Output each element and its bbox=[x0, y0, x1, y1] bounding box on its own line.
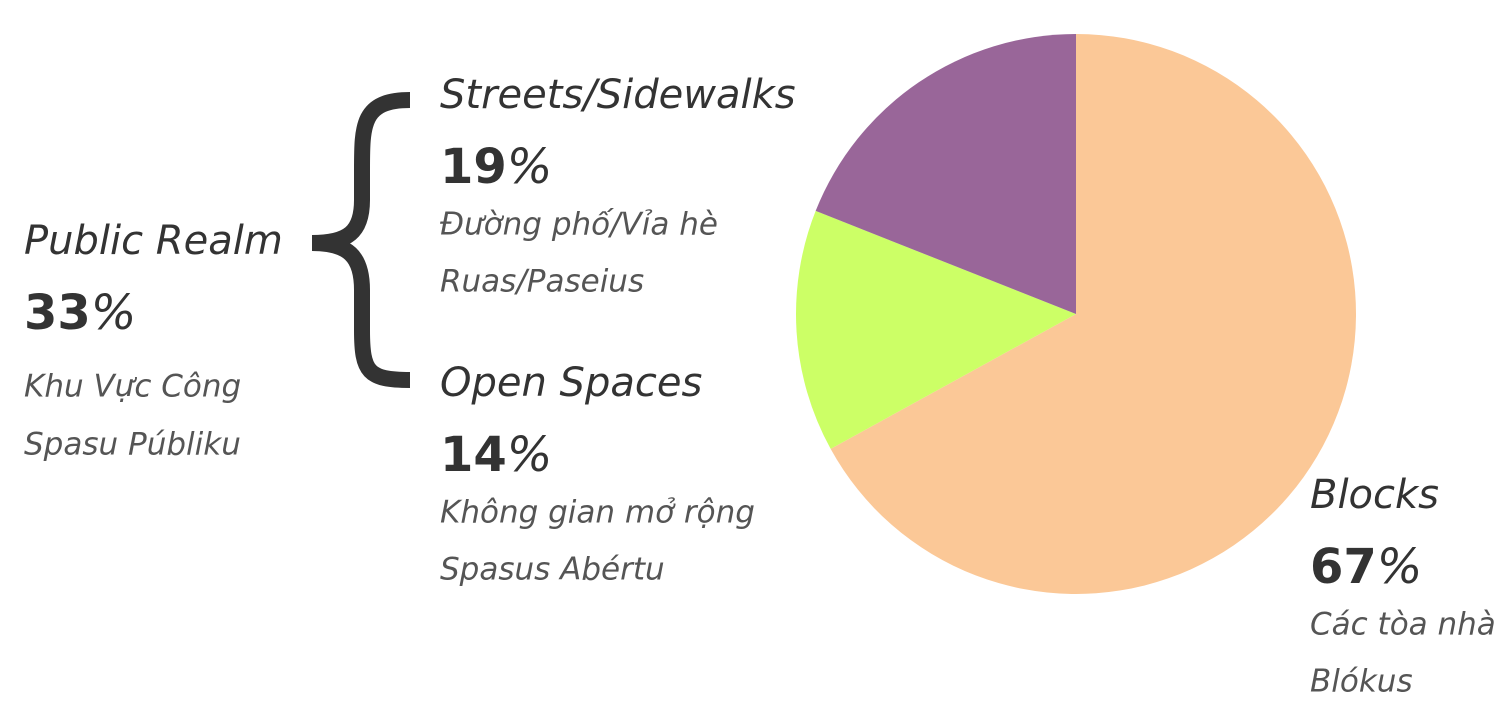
pie-slice bbox=[830, 34, 1356, 595]
group-value-label: 33% bbox=[24, 285, 136, 341]
value-label: 19% bbox=[440, 139, 552, 195]
group-translation: Spasu Públiku bbox=[24, 427, 241, 463]
group-translation: Khu Vực Công bbox=[24, 369, 241, 405]
group-brace bbox=[311, 92, 411, 388]
translation: Spasus Abértu bbox=[440, 552, 665, 588]
category-label: Blocks bbox=[1310, 472, 1439, 518]
translation: Đường phố/Vỉa hè bbox=[440, 207, 718, 243]
group-label: Public Realm bbox=[24, 218, 283, 264]
value-label: 14% bbox=[440, 427, 552, 483]
value-label: 67% bbox=[1310, 539, 1422, 595]
pie-slice bbox=[815, 34, 1076, 314]
translation: Các tòa nhà bbox=[1310, 607, 1496, 643]
translation: Blókus bbox=[1310, 664, 1413, 700]
translation: Ruas/Paseius bbox=[440, 264, 644, 300]
category-label: Streets/Sidewalks bbox=[440, 72, 796, 118]
translation: Không gian mở rộng bbox=[440, 495, 755, 531]
category-label: Open Spaces bbox=[440, 360, 702, 406]
pie-slice bbox=[796, 210, 1076, 449]
